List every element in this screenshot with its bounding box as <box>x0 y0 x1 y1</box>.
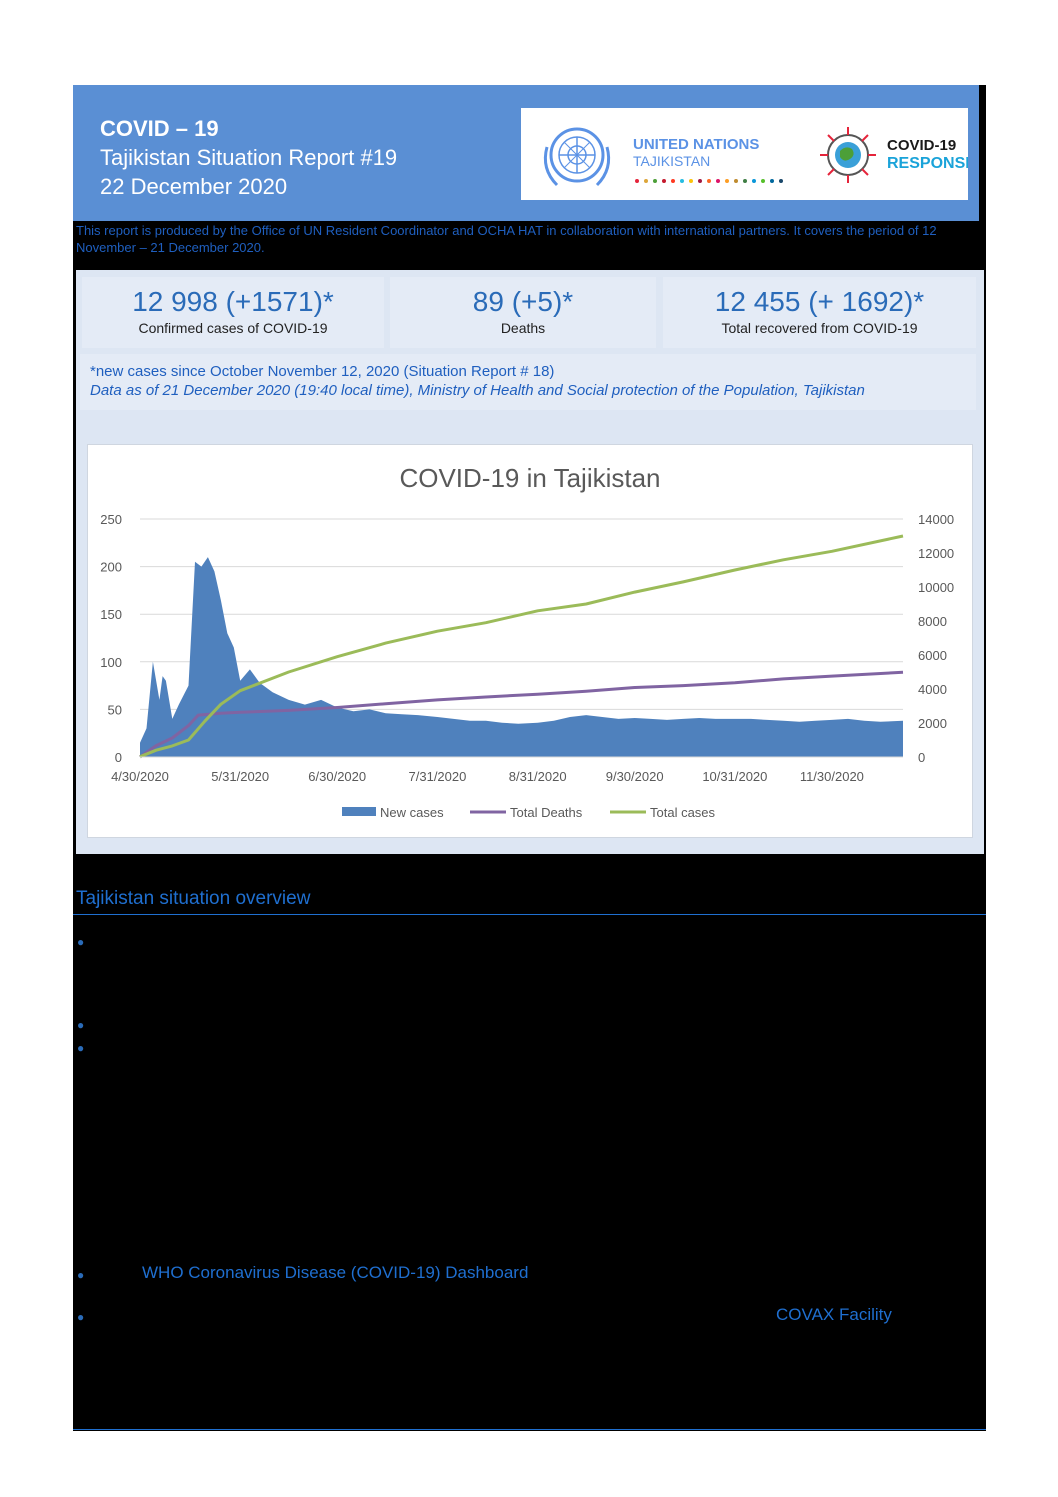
covax-facility-link[interactable]: COVAX Facility <box>776 1305 892 1324</box>
bullet-icon: ● <box>77 1041 85 1055</box>
report-title: COVID – 19 <box>100 116 219 141</box>
y-left-tick-label: 200 <box>100 560 122 575</box>
legend-label: New cases <box>380 805 444 820</box>
un-emblem-icon <box>543 127 611 187</box>
kpi-deaths-value: 89 (+5)* <box>472 286 574 317</box>
series-total-deaths-line <box>139 670 904 759</box>
x-tick-label: 9/30/2020 <box>606 769 664 784</box>
kpi-recovered: 12 455 (+ 1692)* Total recovered from CO… <box>663 277 976 348</box>
stats-panel: 12 998 (+1571)* Confirmed cases of COVID… <box>76 270 984 854</box>
bullet-icon: ● <box>77 1310 85 1324</box>
un-logo-line2: TAJIKISTAN <box>633 153 710 169</box>
bullet-icon: ● <box>77 1268 85 1282</box>
y-left-tick-label: 0 <box>115 750 122 765</box>
y-right-tick-label: 8000 <box>918 614 947 629</box>
x-tick-label: 7/31/2020 <box>409 769 467 784</box>
y-right-tick-label: 10000 <box>918 580 954 595</box>
who-dashboard-link[interactable]: WHO Coronavirus Disease (COVID-19) Dashb… <box>142 1263 529 1282</box>
note-line2: Data as of 21 December 2020 (19:40 local… <box>90 382 865 399</box>
report-date: 22 December 2020 <box>100 174 288 199</box>
y-left-tick-label: 250 <box>100 512 122 527</box>
y-right-tick-label: 14000 <box>918 512 954 527</box>
legend-label: Total cases <box>650 805 716 820</box>
sdg-dots <box>635 179 783 183</box>
covid-chart: COVID-19 in Tajikistan 0 50 100 150 200 250 0 20… <box>100 463 954 820</box>
series-new-cases-area <box>140 557 903 757</box>
kpi-confirmed: 12 998 (+1571)* Confirmed cases of COVID… <box>82 277 384 348</box>
logos: UNITED NATIONS TAJIKISTAN <box>543 127 976 187</box>
report-page: COVID – 19 Tajikistan Situation Report #… <box>73 85 986 1431</box>
kpi-confirmed-value: 12 998 (+1571)* <box>132 286 334 317</box>
bullet-icon: ● <box>77 1018 85 1032</box>
chart-container: COVID-19 in Tajikistan 0 50 100 150 200 250 0 20… <box>87 444 973 838</box>
y-right-tick-label: 0 <box>918 750 925 765</box>
x-tick-label: 6/30/2020 <box>308 769 366 784</box>
un-logo-line1: UNITED NATIONS <box>633 136 759 153</box>
y-right-tick-label: 2000 <box>918 716 947 731</box>
overview-title: Tajikistan situation overview <box>76 888 311 909</box>
legend-label: Total Deaths <box>510 805 583 820</box>
overview-divider <box>73 914 986 915</box>
intro-text: This report is produced by the Office of… <box>76 223 937 255</box>
y-right-tick-label: 6000 <box>918 648 947 663</box>
x-tick-label: 11/30/2020 <box>800 769 864 784</box>
logo-banner: UNITED NATIONS TAJIKISTAN <box>521 108 976 200</box>
y-left-tick-label: 150 <box>100 607 122 622</box>
kpi-deaths: 89 (+5)* Deaths <box>390 277 656 348</box>
series-total-cases-line <box>139 534 904 759</box>
x-tick-label: 4/30/2020 <box>111 769 169 784</box>
y-left-tick-label: 100 <box>100 655 122 670</box>
x-tick-label: 5/31/2020 <box>211 769 269 784</box>
y-right-tick-label: 4000 <box>918 682 947 697</box>
report-subtitle: Tajikistan Situation Report #19 <box>100 145 398 170</box>
data-note: *new cases since October November 12, 20… <box>80 354 976 410</box>
kpi-confirmed-label: Confirmed cases of COVID-19 <box>138 320 328 336</box>
footer-divider <box>73 1429 986 1430</box>
legend-swatch <box>342 807 376 816</box>
covid-logo-line1: COVID-19 <box>887 137 956 154</box>
y-right-tick-label: 12000 <box>918 546 954 561</box>
note-line1: *new cases since October November 12, 20… <box>90 363 555 380</box>
covid-logo-line2: RESPONSE <box>887 155 968 172</box>
chart-title: COVID-19 in Tajikistan <box>399 463 660 493</box>
report-header: COVID – 19 Tajikistan Situation Report #… <box>73 85 979 221</box>
kpi-deaths-label: Deaths <box>500 320 546 336</box>
kpi-recovered-value: 12 455 (+ 1692)* <box>714 286 925 317</box>
virus-icon <box>820 127 876 183</box>
bullet-icon: ● <box>77 935 85 949</box>
kpi-recovered-label: Total recovered from COVID-19 <box>721 320 918 336</box>
y-left-tick-label: 50 <box>108 702 122 717</box>
x-tick-label: 8/31/2020 <box>509 769 567 784</box>
x-tick-label: 10/31/2020 <box>702 769 767 784</box>
